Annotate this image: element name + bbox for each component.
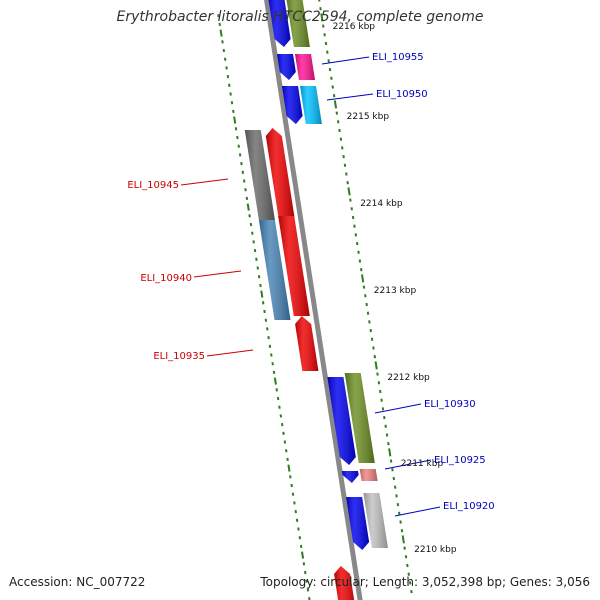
gene-feature-f-10955-pink[interactable] [295,54,315,80]
gene-feature-f-10950-blue[interactable] [282,86,303,124]
scale-tick-inner [273,377,277,385]
kbp-label: 2212 kbp [387,373,430,383]
kbp-label: 2214 kbp [360,199,403,209]
gene-feature-f-10945-red[interactable] [265,128,295,218]
gene-label-leader [206,349,254,357]
kbp-label: 2215 kbp [347,112,390,122]
gene-label[interactable]: ELI_10920 [443,501,495,512]
scale-tick-inner [300,551,305,559]
gene-label[interactable]: ELI_10930 [424,399,476,410]
scale-tick-inner [287,464,291,472]
scale-tick [374,361,378,370]
gene-label-leader [326,93,374,101]
gene-label-leader [193,270,242,278]
gene-feature-f-10950-cyan[interactable] [300,86,322,124]
map-title: Erythrobacter litoralis HTCC2594, comple… [116,9,484,25]
gene-feature-f-10930-olive[interactable] [344,373,375,463]
gene-label-leader [384,459,432,470]
scale-tick [333,100,338,109]
scale-tick-inner [246,203,250,211]
gene-feature-f-top-olive-a[interactable] [286,0,310,47]
gene-label-leader [321,56,370,65]
gene-label[interactable]: ELI_10955 [372,52,424,63]
gene-feature-f-10925-rose[interactable] [359,469,378,481]
scale-tick [320,13,324,22]
genome-backbone [264,0,363,600]
gene-feature-f-10940-red[interactable] [278,216,310,316]
gene-feature-f-10935-red[interactable] [295,316,319,371]
accession-text: Accession: NC_007722 [9,575,146,589]
gene-label-leader [394,506,441,517]
gene-label[interactable]: ELI_10945 [127,180,179,191]
scale-tick [347,187,351,196]
gene-label[interactable]: ELI_10950 [376,89,428,100]
gene-feature-f-10920-blue[interactable] [346,497,370,550]
gene-feature-f-10920-silver[interactable] [363,493,388,548]
gene-label[interactable]: ELI_10940 [140,273,192,284]
gene-label[interactable]: ELI_10935 [153,351,205,362]
gene-feature-f-10925-blue[interactable] [342,471,359,483]
topology-text: Topology: circular; Length: 3,052,398 bp… [260,575,590,589]
scale-tick [401,535,405,544]
gene-label[interactable]: ELI_10925 [434,455,486,466]
gene-feature-f-10930-blue[interactable] [327,377,356,465]
gene-feature-f-bottom-red[interactable] [334,566,356,600]
scale-tick [360,274,365,283]
scale-tick-inner [260,290,264,298]
gene-feature-f-10945-gray[interactable] [244,130,275,220]
kbp-label: 2210 kbp [414,545,457,555]
gene-label-leader [180,178,229,186]
scale-tick-inner [233,116,237,124]
gene-feature-f-top-blue-a[interactable] [268,0,291,47]
scale-tick [388,448,392,457]
gene-label-leader [374,403,422,414]
kbp-label: 2213 kbp [374,286,417,296]
gene-feature-f-10940-steel[interactable] [258,220,291,320]
kbp-label: 2216 kbp [333,22,376,32]
gene-feature-f-10955-blue[interactable] [277,54,296,80]
scale-tick-inner [219,29,223,37]
kbp-label: 2211 kbp [401,459,444,469]
